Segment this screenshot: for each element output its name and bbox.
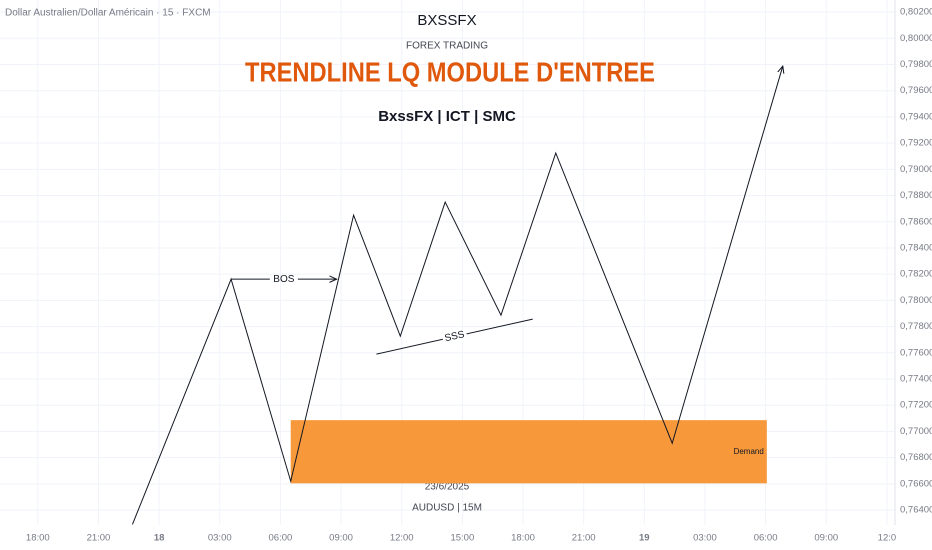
x-tick-label: 03:00: [693, 533, 717, 544]
y-tick-label: 0,77000: [900, 426, 932, 437]
trend-path: [131, 66, 782, 525]
y-tick-label: 0,76800: [900, 452, 932, 463]
y-tick-label: 0,76600: [900, 478, 932, 489]
y-tick-label: 0,77200: [900, 400, 932, 411]
x-tick-label: 18:00: [511, 533, 535, 544]
y-tick-label: 0,77800: [900, 321, 932, 332]
x-tick-label: 21:00: [572, 533, 596, 544]
y-tick-label: 0,80000: [900, 33, 932, 44]
date: 23/6/2025: [425, 482, 470, 493]
x-tick-label: 21:00: [87, 533, 111, 544]
y-tick-label: 0,79000: [900, 164, 932, 175]
x-tick-label: 12:0: [878, 533, 897, 544]
zone-label: Demand: [734, 447, 764, 456]
subtitle: FOREX TRADING: [406, 41, 488, 52]
y-tick-label: 0,78800: [900, 190, 932, 201]
x-tick-label: 12:00: [390, 533, 414, 544]
tagline: BxssFX | ICT | SMC: [378, 108, 516, 125]
x-tick-label: 06:00: [269, 533, 293, 544]
x-tick-label: 15:00: [450, 533, 474, 544]
y-tick-label: 0,78600: [900, 216, 932, 227]
x-tick-label: 19: [639, 533, 650, 544]
brand: BXSSFX: [417, 12, 476, 29]
symbol: Dollar Australien/Dollar Américain · 15 …: [5, 8, 211, 19]
y-tick-label: 0,77400: [900, 374, 932, 385]
bos-label: BOS: [273, 274, 294, 285]
y-tick-label: 0,78000: [900, 295, 932, 306]
x-tick-label: 18:00: [26, 533, 50, 544]
y-tick-label: 0,79800: [900, 59, 932, 70]
y-tick-label: 0,79200: [900, 138, 932, 149]
chart-title: TRENDLINE LQ MODULE D'ENTREE: [245, 56, 655, 87]
x-tick-label: 09:00: [814, 533, 838, 544]
y-tick-label: 0,78400: [900, 242, 932, 253]
y-tick-label: 0,76400: [900, 505, 932, 516]
sss-label: SSS: [444, 329, 466, 344]
y-tick-label: 0,79600: [900, 85, 932, 96]
label-bg: [441, 328, 468, 345]
demand-zone: [290, 420, 767, 484]
y-tick-label: 0,79400: [900, 111, 932, 122]
pair: AUDUSD | 15M: [412, 503, 482, 514]
x-tick-label: 09:00: [329, 533, 353, 544]
x-tick-label: 03:00: [208, 533, 232, 544]
y-tick-label: 0,80200: [900, 7, 932, 18]
y-tick-label: 0,77600: [900, 347, 932, 358]
y-tick-label: 0,78200: [900, 269, 932, 280]
x-tick-label: 06:00: [754, 533, 778, 544]
x-tick-label: 18: [154, 533, 165, 544]
